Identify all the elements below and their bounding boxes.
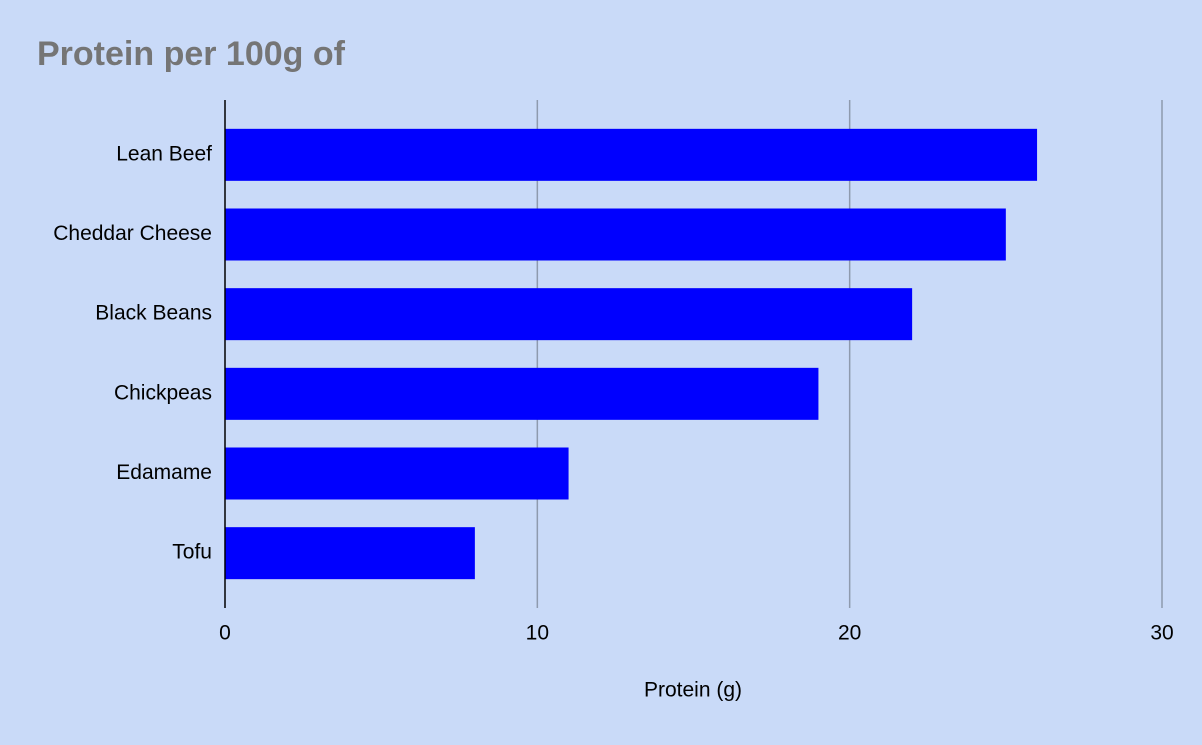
y-tick-label: Tofu bbox=[172, 541, 212, 564]
x-tick-label: 0 bbox=[219, 622, 231, 645]
y-tick-label: Chickpeas bbox=[114, 381, 212, 404]
bar bbox=[225, 208, 1006, 261]
chart-title: Protein per 100g of bbox=[37, 35, 346, 73]
bar bbox=[225, 288, 913, 341]
bar bbox=[225, 447, 569, 500]
x-axis-label: Protein (g) bbox=[644, 679, 742, 702]
bar bbox=[225, 128, 1038, 181]
bar bbox=[225, 367, 819, 420]
y-tick-label: Lean Beef bbox=[116, 142, 212, 165]
x-tick-label: 20 bbox=[838, 622, 861, 645]
y-tick-label: Edamame bbox=[116, 461, 212, 484]
x-tick-label: 30 bbox=[1150, 622, 1173, 645]
x-tick-label: 10 bbox=[526, 622, 549, 645]
y-tick-label: Black Beans bbox=[95, 302, 212, 325]
y-tick-label: Cheddar Cheese bbox=[53, 222, 212, 245]
bar bbox=[225, 527, 475, 580]
